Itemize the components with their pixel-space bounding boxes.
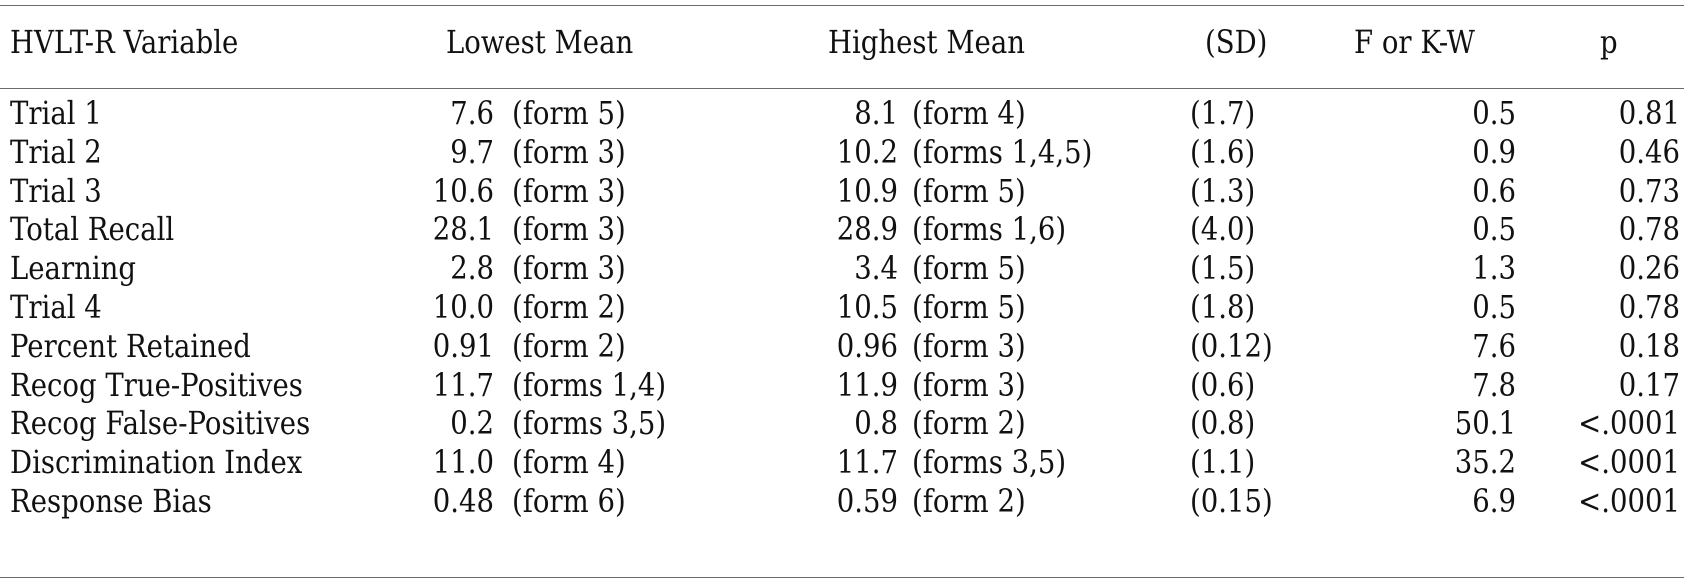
row-variable: Recog True-Positives bbox=[10, 366, 303, 404]
row-lowest-mean-value: 11.7 bbox=[432, 366, 494, 404]
row-lowest-mean-form: (form 5) bbox=[512, 94, 626, 132]
header-lowest-mean: Lowest Mean bbox=[446, 23, 634, 61]
row-sd: (1.8) bbox=[1190, 288, 1256, 326]
row-variable: Trial 4 bbox=[10, 288, 102, 326]
row-sd: (0.8) bbox=[1190, 404, 1256, 442]
header-p: p bbox=[1600, 23, 1618, 61]
row-variable: Total Recall bbox=[10, 210, 175, 248]
row-highest-mean-form: (form 5) bbox=[912, 288, 1026, 326]
row-highest-mean-value: 11.9 bbox=[836, 366, 898, 404]
row-lowest-mean-form: (form 4) bbox=[512, 443, 626, 481]
row-highest-mean-form: (forms 3,5) bbox=[912, 443, 1067, 481]
row-f-or-kw: 0.9 bbox=[1472, 133, 1516, 171]
table-bottom-rule bbox=[0, 577, 1684, 578]
header-f-or-kw: F or K-W bbox=[1354, 23, 1475, 61]
table-header-rule bbox=[0, 88, 1684, 89]
row-variable: Percent Retained bbox=[10, 327, 251, 365]
row-highest-mean-form: (forms 1,6) bbox=[912, 210, 1067, 248]
row-highest-mean-form: (form 2) bbox=[912, 404, 1026, 442]
row-lowest-mean-value: 10.0 bbox=[432, 288, 494, 326]
table-top-rule bbox=[0, 5, 1684, 6]
row-lowest-mean-value: 7.6 bbox=[450, 94, 494, 132]
row-sd: (4.0) bbox=[1190, 210, 1256, 248]
row-lowest-mean-form: (forms 1,4) bbox=[512, 366, 667, 404]
row-lowest-mean-value: 0.91 bbox=[432, 327, 494, 365]
row-sd: (0.6) bbox=[1190, 366, 1256, 404]
row-highest-mean-value: 10.5 bbox=[836, 288, 898, 326]
row-f-or-kw: 50.1 bbox=[1454, 404, 1516, 442]
row-variable: Response Bias bbox=[10, 482, 212, 520]
row-f-or-kw: 1.3 bbox=[1472, 249, 1516, 287]
header-variable: HVLT-R Variable bbox=[10, 23, 239, 61]
row-p: 0.81 bbox=[1618, 94, 1680, 132]
row-p: <.0001 bbox=[1578, 404, 1680, 442]
header-sd: (SD) bbox=[1205, 23, 1268, 61]
row-lowest-mean-value: 9.7 bbox=[450, 133, 494, 171]
row-p: 0.78 bbox=[1618, 288, 1680, 326]
row-sd: (1.1) bbox=[1190, 443, 1256, 481]
row-lowest-mean-form: (form 3) bbox=[512, 172, 626, 210]
row-variable: Learning bbox=[10, 249, 136, 287]
row-lowest-mean-value: 10.6 bbox=[432, 172, 494, 210]
row-lowest-mean-form: (form 2) bbox=[512, 327, 626, 365]
row-sd: (0.12) bbox=[1190, 327, 1273, 365]
row-highest-mean-value: 10.2 bbox=[836, 133, 898, 171]
row-p: 0.26 bbox=[1618, 249, 1680, 287]
row-highest-mean-form: (form 3) bbox=[912, 327, 1026, 365]
row-sd: (0.15) bbox=[1190, 482, 1273, 520]
row-lowest-mean-value: 0.48 bbox=[432, 482, 494, 520]
row-p: 0.78 bbox=[1618, 210, 1680, 248]
row-p: <.0001 bbox=[1578, 443, 1680, 481]
row-highest-mean-value: 8.1 bbox=[854, 94, 898, 132]
row-lowest-mean-form: (forms 3,5) bbox=[512, 404, 667, 442]
row-lowest-mean-value: 2.8 bbox=[450, 249, 494, 287]
row-variable: Discrimination Index bbox=[10, 443, 303, 481]
row-highest-mean-form: (form 5) bbox=[912, 249, 1026, 287]
row-p: <.0001 bbox=[1578, 482, 1680, 520]
row-p: 0.17 bbox=[1618, 366, 1680, 404]
row-highest-mean-form: (form 2) bbox=[912, 482, 1026, 520]
row-highest-mean-value: 0.59 bbox=[836, 482, 898, 520]
row-variable: Trial 1 bbox=[10, 94, 102, 132]
row-lowest-mean-form: (form 3) bbox=[512, 210, 626, 248]
row-lowest-mean-value: 11.0 bbox=[432, 443, 494, 481]
row-f-or-kw: 7.8 bbox=[1472, 366, 1516, 404]
row-f-or-kw: 6.9 bbox=[1472, 482, 1516, 520]
row-lowest-mean-value: 0.2 bbox=[450, 404, 494, 442]
row-p: 0.46 bbox=[1618, 133, 1680, 171]
row-f-or-kw: 35.2 bbox=[1454, 443, 1516, 481]
row-highest-mean-value: 3.4 bbox=[854, 249, 898, 287]
row-lowest-mean-form: (form 2) bbox=[512, 288, 626, 326]
row-lowest-mean-value: 28.1 bbox=[432, 210, 494, 248]
row-variable: Trial 3 bbox=[10, 172, 102, 210]
row-lowest-mean-form: (form 3) bbox=[512, 249, 626, 287]
row-variable: Recog False-Positives bbox=[10, 404, 311, 442]
row-highest-mean-value: 0.8 bbox=[854, 404, 898, 442]
row-f-or-kw: 0.6 bbox=[1472, 172, 1516, 210]
row-highest-mean-form: (form 3) bbox=[912, 366, 1026, 404]
row-highest-mean-value: 11.7 bbox=[836, 443, 898, 481]
row-highest-mean-value: 28.9 bbox=[836, 210, 898, 248]
row-highest-mean-value: 0.96 bbox=[836, 327, 898, 365]
row-highest-mean-form: (forms 1,4,5) bbox=[912, 133, 1093, 171]
row-p: 0.18 bbox=[1618, 327, 1680, 365]
row-f-or-kw: 0.5 bbox=[1472, 288, 1516, 326]
row-sd: (1.3) bbox=[1190, 172, 1256, 210]
row-variable: Trial 2 bbox=[10, 133, 102, 171]
row-sd: (1.7) bbox=[1190, 94, 1256, 132]
row-f-or-kw: 7.6 bbox=[1472, 327, 1516, 365]
row-lowest-mean-form: (form 3) bbox=[512, 133, 626, 171]
row-highest-mean-form: (form 4) bbox=[912, 94, 1026, 132]
row-f-or-kw: 0.5 bbox=[1472, 210, 1516, 248]
row-sd: (1.5) bbox=[1190, 249, 1256, 287]
row-p: 0.73 bbox=[1618, 172, 1680, 210]
row-f-or-kw: 0.5 bbox=[1472, 94, 1516, 132]
header-highest-mean: Highest Mean bbox=[828, 23, 1025, 61]
row-highest-mean-form: (form 5) bbox=[912, 172, 1026, 210]
row-sd: (1.6) bbox=[1190, 133, 1256, 171]
row-lowest-mean-form: (form 6) bbox=[512, 482, 626, 520]
row-highest-mean-value: 10.9 bbox=[836, 172, 898, 210]
